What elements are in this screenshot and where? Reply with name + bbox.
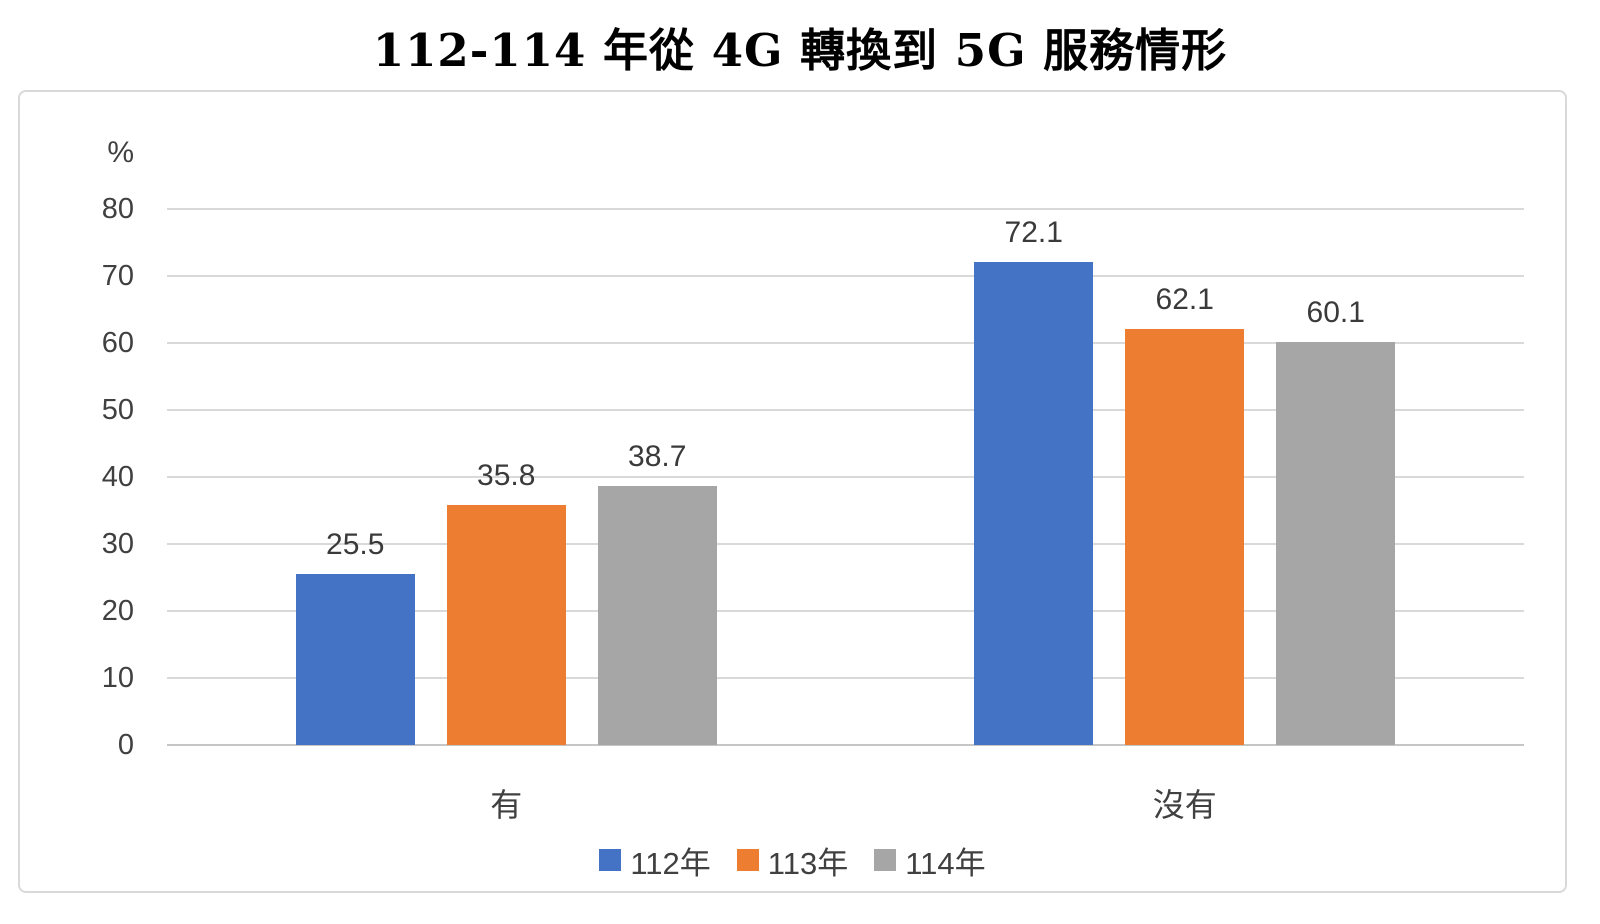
y-tick-label: 60 — [101, 327, 134, 359]
x-axis-line — [167, 744, 1524, 746]
category-label: 有 — [490, 787, 523, 823]
category-label: 沒有 — [1152, 787, 1217, 823]
legend-swatch-icon — [599, 849, 622, 871]
bar — [295, 574, 415, 745]
y-tick-label: 10 — [101, 662, 134, 694]
legend-item: 114年 — [874, 838, 986, 883]
legend-label: 114年 — [905, 845, 986, 881]
bar-value-label: 62.1 — [1155, 282, 1214, 316]
legend-swatch-icon — [736, 849, 759, 871]
bar-value-label: 35.8 — [477, 459, 536, 493]
gridline — [167, 476, 1524, 478]
legend-label: 113年 — [767, 845, 849, 881]
y-tick-label: 30 — [101, 528, 134, 560]
y-tick-label: 70 — [101, 260, 134, 292]
bar — [1276, 342, 1396, 745]
legend-item: 112年 — [599, 838, 711, 883]
bar — [974, 261, 1094, 745]
bar — [446, 505, 566, 745]
y-tick-label: 0 — [117, 729, 134, 761]
chart-title: 112-114 年從 4G 轉換到 5G 服務情形 — [372, 24, 1228, 77]
gridline — [167, 275, 1524, 277]
y-tick-label: 40 — [101, 461, 134, 493]
bar-value-label: 25.5 — [326, 528, 385, 562]
legend-swatch-icon — [874, 849, 897, 871]
gridline — [167, 543, 1524, 545]
gridline — [167, 208, 1524, 210]
y-tick-label: 50 — [101, 394, 134, 426]
gridline — [167, 610, 1524, 612]
legend-label: 112年 — [630, 845, 711, 881]
gridline — [167, 342, 1524, 344]
legend-item: 113年 — [736, 838, 849, 883]
gridline — [167, 409, 1524, 411]
bar-value-label: 60.1 — [1306, 296, 1365, 330]
chart-container: % 0 10 20 30 40 50 60 70 80 25.5 35.8 38.7 72.1 62.1… — [18, 90, 1567, 893]
y-axis-unit-label: % — [107, 136, 134, 169]
legend: 112年 113年 114年 — [20, 838, 1565, 883]
y-tick-label: 20 — [101, 595, 134, 627]
y-tick-label: 80 — [101, 193, 134, 225]
bar-value-label: 72.1 — [1004, 215, 1063, 249]
bar — [597, 485, 717, 745]
gridline — [167, 677, 1524, 679]
bar — [1125, 328, 1245, 745]
bar-value-label: 38.7 — [628, 439, 687, 473]
